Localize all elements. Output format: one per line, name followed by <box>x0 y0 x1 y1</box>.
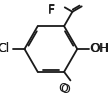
Text: OH: OH <box>90 42 108 55</box>
Text: Cl: Cl <box>0 42 9 55</box>
Text: Cl: Cl <box>0 42 9 55</box>
Text: F: F <box>47 4 54 17</box>
Text: O: O <box>58 82 68 95</box>
Text: OH: OH <box>90 42 108 55</box>
Text: O: O <box>60 83 70 96</box>
Text: F: F <box>47 3 54 16</box>
